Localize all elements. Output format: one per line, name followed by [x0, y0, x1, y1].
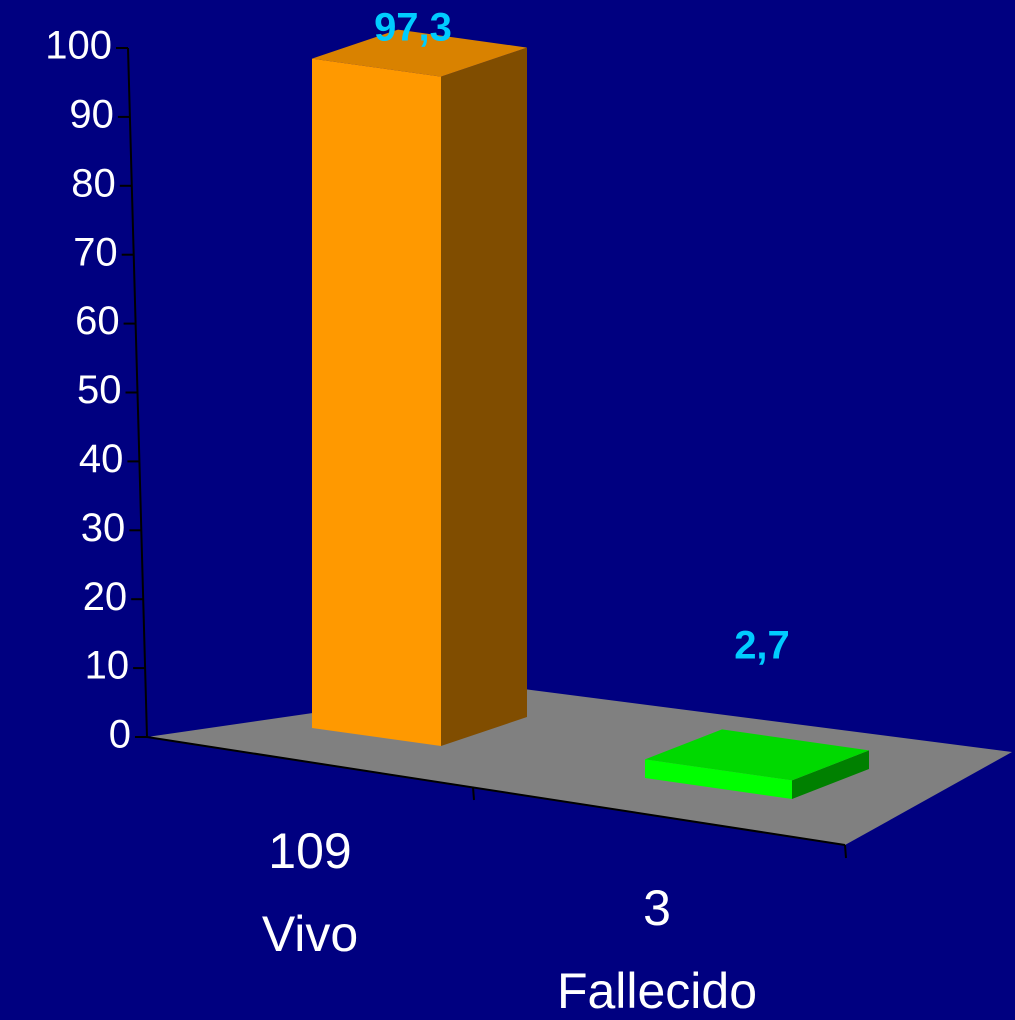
value-label: 97,3: [374, 6, 452, 50]
category-label: Vivo: [262, 906, 358, 962]
category-count: 109: [268, 823, 351, 879]
bar: [645, 759, 792, 799]
y-tick-label: 60: [75, 299, 120, 343]
y-tick-label: 30: [81, 506, 126, 550]
category-label: Fallecido: [557, 963, 757, 1019]
value-label: 2,7: [734, 624, 790, 668]
y-tick-label: 100: [45, 24, 112, 68]
x-axis: [146, 736, 846, 846]
x-tick: [472, 786, 475, 801]
y-tick-label: 50: [77, 368, 122, 412]
y-tick-label: 20: [83, 575, 128, 619]
y-tick-label: 0: [109, 713, 131, 757]
bar-side: [792, 750, 869, 799]
y-tick-label: 40: [79, 437, 124, 481]
y-tick-label: 70: [73, 230, 118, 274]
x-tick: [844, 844, 847, 859]
y-tick-label: 90: [69, 92, 114, 136]
bar-top: [312, 29, 527, 77]
y-tick-label: 10: [85, 644, 130, 688]
bar-side: [441, 47, 527, 747]
category-count: 3: [643, 880, 671, 936]
bar-top: [645, 729, 869, 781]
bar: [312, 58, 441, 747]
y-tick-label: 80: [71, 161, 116, 205]
